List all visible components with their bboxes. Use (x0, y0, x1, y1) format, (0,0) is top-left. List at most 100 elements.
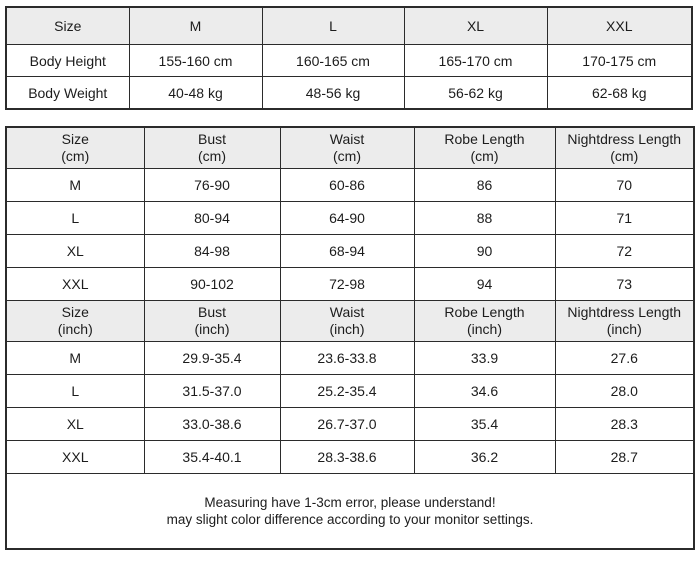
value-cell: 90-102 (143, 267, 281, 301)
table-header-row: Size (cm) Bust (cm) Waist (cm) Robe Length (cm)… (5, 126, 695, 169)
value-cell: 31.5-37.0 (143, 374, 281, 408)
value-cell: 165-170 cm (403, 44, 548, 77)
size-label-cell: XXL (5, 267, 145, 301)
column-header-label: Nightdress Length (567, 304, 682, 320)
value-cell: 72-98 (279, 267, 415, 301)
value-cell: 170-175 cm (546, 44, 693, 77)
column-header-label: Robe Length (444, 304, 525, 320)
table-row: XXL 90-102 72-98 94 73 (5, 267, 695, 301)
column-header: L (261, 6, 405, 45)
size-label-cell: XXL (5, 440, 145, 474)
column-header: XL (403, 6, 548, 45)
row-label-cell: Body Height (5, 44, 130, 77)
size-label-cell: M (5, 341, 145, 375)
value-cell: 60-86 (279, 168, 415, 202)
table-row: XXL 35.4-40.1 28.3-38.6 36.2 28.7 (5, 440, 695, 474)
value-cell: 155-160 cm (128, 44, 263, 77)
table-row: XL 33.0-38.6 26.7-37.0 35.4 28.3 (5, 407, 695, 441)
value-cell: 36.2 (413, 440, 556, 474)
size-label-cell: M (5, 168, 145, 202)
column-header: M (128, 6, 263, 45)
column-header: Bust (cm) (143, 126, 281, 169)
column-header-unit: (cm) (470, 148, 499, 164)
column-header-label: Waist (329, 304, 365, 320)
column-header-unit: (inch) (606, 321, 642, 337)
size-chart-page: Size M L XL XXL Body Height 155-160 cm 160-165 … (5, 6, 695, 550)
table-row: M 76-90 60-86 86 70 (5, 168, 695, 202)
garment-measurements-table: Size (cm) Bust (cm) Waist (cm) Robe Length (cm)… (5, 126, 695, 550)
value-cell: 35.4 (413, 407, 556, 441)
body-size-table: Size M L XL XXL Body Height 155-160 cm 160-165 … (5, 6, 693, 110)
value-cell: 35.4-40.1 (143, 440, 281, 474)
disclaimer-line-2: may slight color difference according to… (166, 512, 534, 527)
value-cell: 23.6-33.8 (279, 341, 415, 375)
column-header-unit: (inch) (329, 321, 365, 337)
column-header-unit: (cm) (61, 148, 90, 164)
row-label-cell: Body Weight (5, 76, 130, 110)
value-cell: 25.2-35.4 (279, 374, 415, 408)
value-cell: 56-62 kg (403, 76, 548, 110)
value-cell: 27.6 (554, 341, 695, 375)
column-header-unit: (inch) (194, 321, 230, 337)
value-cell: 26.7-37.0 (279, 407, 415, 441)
table-row: M 29.9-35.4 23.6-33.8 33.9 27.6 (5, 341, 695, 375)
value-cell: 68-94 (279, 234, 415, 268)
value-cell: 90 (413, 234, 556, 268)
value-cell: 94 (413, 267, 556, 301)
column-header: Nightdress Length (inch) (554, 300, 695, 342)
column-header-label: Size (61, 304, 89, 320)
column-header: Size (5, 6, 130, 45)
value-cell: 73 (554, 267, 695, 301)
column-header-unit: (inch) (466, 321, 502, 337)
table-row: L 31.5-37.0 25.2-35.4 34.6 28.0 (5, 374, 695, 408)
table-header-row: Size M L XL XXL (5, 6, 693, 45)
garment-measurements-table-body: Size (cm) Bust (cm) Waist (cm) Robe Length (cm)… (5, 126, 695, 550)
column-header: XXL (546, 6, 693, 45)
value-cell: 71 (554, 201, 695, 235)
value-cell: 40-48 kg (128, 76, 263, 110)
table-header-row: Size (inch) Bust (inch) Waist (inch) Robe Leng… (5, 300, 695, 342)
table-row: XL 84-98 68-94 90 72 (5, 234, 695, 268)
value-cell: 76-90 (143, 168, 281, 202)
value-cell: 88 (413, 201, 556, 235)
column-header-unit: (inch) (57, 321, 93, 337)
value-cell: 62-68 kg (546, 76, 693, 110)
disclaimer-line-1: Measuring have 1-3cm error, please under… (204, 495, 496, 510)
value-cell: 28.3-38.6 (279, 440, 415, 474)
note-row: Measuring have 1-3cm error, please under… (5, 473, 695, 550)
value-cell: 84-98 (143, 234, 281, 268)
value-cell: 28.3 (554, 407, 695, 441)
column-header-unit: (cm) (610, 148, 639, 164)
size-label-cell: L (5, 374, 145, 408)
column-header-unit: (cm) (333, 148, 361, 164)
table-row: Body Height 155-160 cm 160-165 cm 165-170 c… (5, 44, 693, 77)
value-cell: 86 (413, 168, 556, 202)
value-cell: 33.0-38.6 (143, 407, 281, 441)
column-header: Size (cm) (5, 126, 145, 169)
column-header-unit: (cm) (198, 148, 226, 164)
column-header-label: Nightdress Length (567, 131, 682, 147)
value-cell: 160-165 cm (261, 44, 405, 77)
value-cell: 70 (554, 168, 695, 202)
column-header-label: Robe Length (444, 131, 525, 147)
column-header-label: Size (61, 131, 89, 147)
table-row: Body Weight 40-48 kg 48-56 kg 56-62 kg 62-68… (5, 76, 693, 110)
value-cell: 29.9-35.4 (143, 341, 281, 375)
value-cell: 64-90 (279, 201, 415, 235)
value-cell: 28.0 (554, 374, 695, 408)
column-header: Robe Length (inch) (413, 300, 556, 342)
value-cell: 48-56 kg (261, 76, 405, 110)
table-row: L 80-94 64-90 88 71 (5, 201, 695, 235)
column-header-label: Waist (329, 131, 365, 147)
column-header: Waist (cm) (279, 126, 415, 169)
value-cell: 80-94 (143, 201, 281, 235)
value-cell: 34.6 (413, 374, 556, 408)
column-header: Robe Length (cm) (413, 126, 556, 169)
size-label-cell: XL (5, 234, 145, 268)
body-size-table-body: Size M L XL XXL Body Height 155-160 cm 160-165 … (5, 6, 693, 110)
column-header-label: Bust (197, 131, 226, 147)
value-cell: 33.9 (413, 341, 556, 375)
disclaimer-note: Measuring have 1-3cm error, please under… (5, 473, 695, 550)
column-header: Waist (inch) (279, 300, 415, 342)
column-header: Bust (inch) (143, 300, 281, 342)
